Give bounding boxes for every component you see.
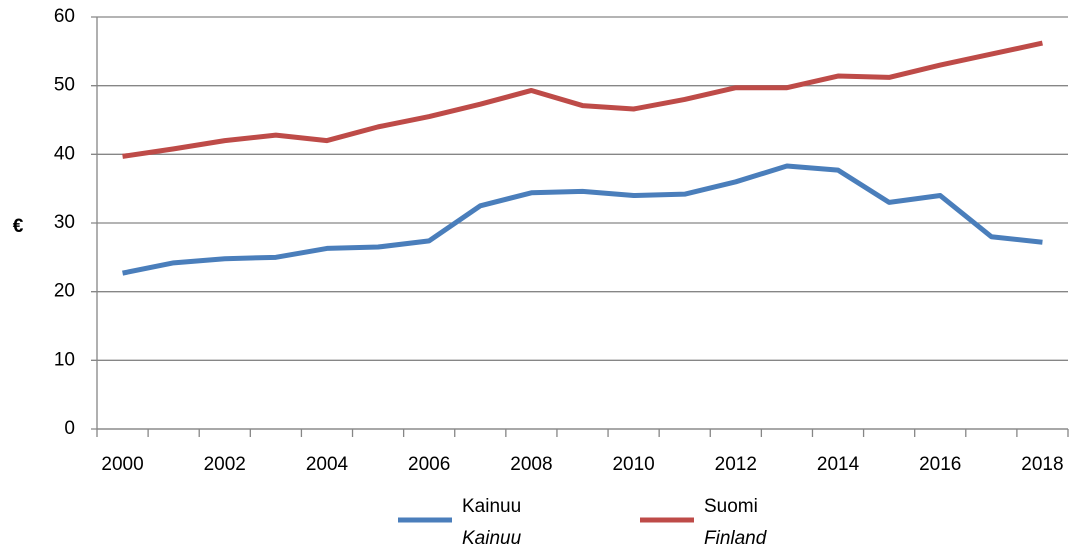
data-line	[122, 40, 1043, 159]
legend-label-en: Finland	[704, 528, 768, 549]
x-tick-label: 2002	[204, 454, 246, 475]
y-tick-label: 60	[54, 6, 75, 27]
x-tick-label: 2010	[612, 454, 654, 475]
x-tick-label: 2004	[306, 454, 349, 475]
y-tick-label: 20	[54, 281, 75, 302]
x-tick-label: 2018	[1021, 454, 1063, 475]
y-tick-label: 0	[64, 418, 75, 439]
y-tick-label: 10	[54, 349, 75, 370]
data-line	[122, 163, 1043, 276]
x-tick-label: 2016	[919, 454, 961, 475]
legend-label: Kainuu	[462, 496, 521, 517]
y-axis-label: €	[13, 216, 24, 237]
legend-label-en: Kainuu	[462, 528, 522, 549]
x-tick-label: 2006	[408, 454, 450, 475]
legend-label: Suomi	[704, 496, 758, 517]
y-tick-label: 50	[54, 75, 75, 96]
y-tick-label: 40	[54, 143, 75, 164]
y-tick-label: 30	[54, 212, 75, 233]
x-tick-label: 2008	[510, 454, 552, 475]
x-tick-label: 2000	[101, 454, 143, 475]
x-tick-label: 2012	[715, 454, 757, 475]
x-tick-label: 2014	[817, 454, 860, 475]
